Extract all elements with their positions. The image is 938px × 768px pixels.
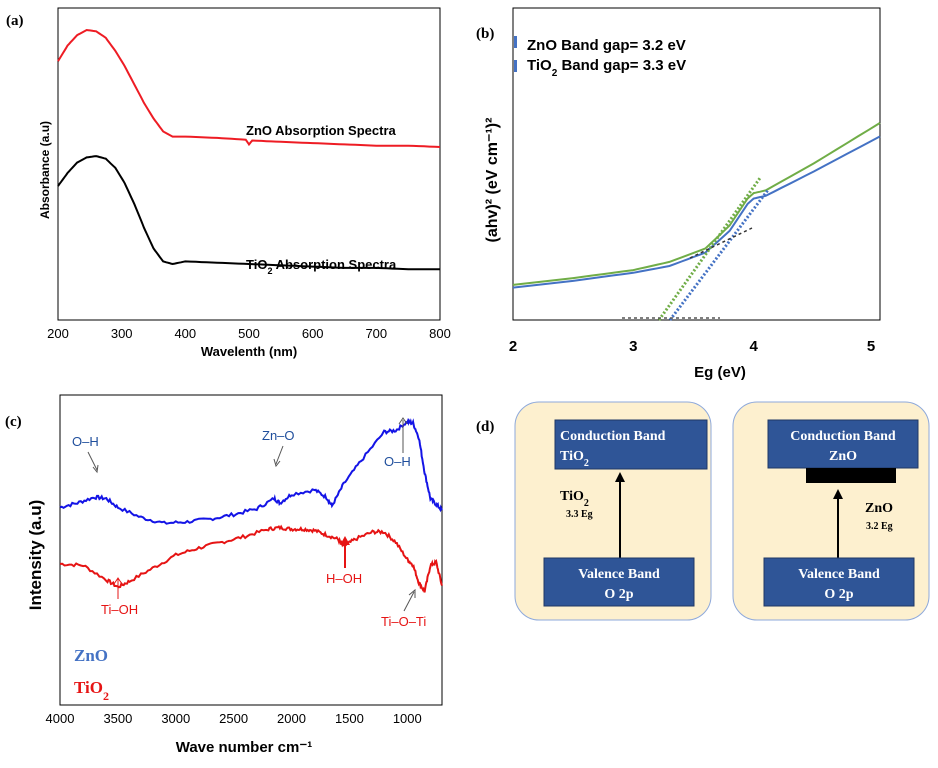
panel-a-frame: [57, 7, 441, 321]
zno-excitation-arrowhead: [833, 489, 843, 499]
panel-c-annotation-hoh: H–OH: [326, 571, 362, 586]
panel-b: (b) 2 3 4 5 Eg (eV) (ahv)² (eV cm⁻¹)² Zn…: [476, 7, 881, 381]
panel-b-zno-tangent: [668, 189, 770, 321]
panel-c-tick-label: 2000: [277, 711, 306, 726]
panel-d-label: (d): [476, 419, 494, 435]
zno-valence-band-box: [763, 557, 915, 607]
tio2-excitation-arrowhead: [615, 472, 625, 482]
panel-c-zno-line: [59, 418, 443, 525]
panel-b-x-axis-title: Eg (eV): [694, 364, 746, 381]
panel-a-tick-label: 800: [429, 326, 451, 341]
panel-b-tio2-tangent: [657, 177, 762, 321]
panel-a-zno-label: ZnO Absorption Spectra: [246, 123, 397, 138]
panel-a-label: (a): [6, 13, 24, 29]
panel-c-tick-label: 1500: [335, 711, 364, 726]
tio2-conduction-band-material: TiO2: [560, 449, 589, 469]
panel-a-tick-label: 500: [238, 326, 260, 341]
tio2-band-gap-value: 3.3 Eg: [566, 509, 593, 520]
tio2-valence-band-title: Valence Band: [578, 567, 660, 582]
panel-a-tick-label: 300: [111, 326, 133, 341]
zno-conduction-band-title: Conduction Band: [790, 429, 896, 444]
panel-c-annotation-oh: O–H: [72, 434, 99, 449]
panel-a-tick-label: 400: [174, 326, 196, 341]
panel-c-y-axis-title: Intensity (a.u): [26, 500, 45, 611]
panel-c-legend-tio2: TiO2: [74, 678, 109, 703]
panel-c-tick-label: 1000: [393, 711, 422, 726]
zno-band-gap-value: 3.2 Eg: [866, 521, 893, 532]
panel-b-y-axis-title: (ahv)² (eV cm⁻¹)²: [484, 118, 501, 243]
panel-c-x-ticks: 4000 3500 3000 2500 2000 1500 1000: [46, 711, 422, 726]
panel-b-tick-label: 3: [629, 338, 637, 355]
panel-a: (a) 200 300 400 500 600 700 800 Wavelent…: [6, 7, 451, 359]
panel-c-arrow-tioti: [403, 591, 415, 612]
zno-valence-band-orbital: O 2p: [824, 587, 853, 602]
panel-b-legend-zno: ZnO Band gap= 3.2 eV: [527, 37, 686, 54]
panel-c-tick-label: 3000: [161, 711, 190, 726]
panel-d: (d) Conduction Band TiO2 TiO2 3.3 Eg Val…: [476, 401, 930, 621]
panel-c-arrow-zno: [275, 445, 284, 465]
panel-c-legend-zno: ZnO: [74, 646, 108, 665]
panel-c-label: (c): [5, 414, 22, 430]
tio2-valence-band-box: [543, 557, 695, 607]
zno-material-label: ZnO: [865, 501, 893, 516]
panel-b-legend-tio2: TiO2 Band gap= 3.3 eV: [527, 57, 686, 79]
panel-c-arrowhead-zno: [273, 458, 281, 468]
panel-a-tio2-label: TiO2 Absorption Spectra: [246, 257, 397, 276]
panel-c-arrowhead-oh: [92, 464, 99, 474]
panel-c-tick-label: 4000: [46, 711, 75, 726]
zno-conduction-band-edge: [806, 468, 896, 483]
panel-a-zno-line: [57, 28, 441, 148]
panel-b-zno-line: [512, 135, 881, 289]
panel-c-arrowhead-oh-2: [398, 417, 408, 425]
panel-c-tick-label: 3500: [103, 711, 132, 726]
panel-c-frame: [59, 394, 443, 706]
tio2-conduction-band-box: [554, 419, 708, 470]
panel-b-tick-label: 2: [509, 338, 517, 355]
panel-c-arrowhead-tioti: [408, 588, 416, 598]
panel-c-annotation-tioh: Ti–OH: [101, 602, 138, 617]
panel-b-legend-zno-swatch: [514, 36, 517, 48]
panel-a-tio2-line: [57, 155, 440, 271]
panel-b-tick-label: 4: [750, 338, 759, 355]
panel-c: (c) 4000 3500 3000 2500 2000 1500 1000 W…: [5, 394, 443, 756]
zno-valence-band-title: Valence Band: [798, 567, 880, 582]
panel-c-x-axis-title: Wave number cm⁻¹: [176, 739, 313, 756]
panel-a-tick-label: 600: [302, 326, 324, 341]
tio2-valence-band-orbital: O 2p: [604, 587, 633, 602]
panel-a-tick-label: 700: [365, 326, 387, 341]
panel-a-x-ticks: 200 300 400 500 600 700 800: [47, 326, 451, 341]
panel-b-legend-tio2-swatch: [514, 60, 517, 72]
panel-c-arrowhead-hoh: [340, 536, 350, 545]
panel-c-annotation-zno: Zn–O: [262, 428, 295, 443]
panel-a-x-axis-title: Wavelenth (nm): [201, 344, 297, 359]
panel-b-label: (b): [476, 26, 494, 42]
panel-b-tio2-line: [512, 122, 881, 286]
tio2-material-label: TiO2: [560, 489, 589, 509]
panel-a-y-axis-title: Absorbance (a.u): [38, 121, 52, 219]
panel-b-x-ticks: 2 3 4 5: [509, 338, 875, 355]
panel-b-frame: [512, 7, 881, 321]
panel-c-annotation-oh-2: O–H: [384, 454, 411, 469]
panel-c-arrow-oh: [87, 451, 98, 471]
panel-b-legend: ZnO Band gap= 3.2 eV TiO2 Band gap= 3.3 …: [514, 36, 686, 79]
panel-c-annotation-tioti: Ti–O–Ti: [381, 614, 426, 629]
zno-conduction-band-material: ZnO: [829, 449, 857, 464]
panel-a-tick-label: 200: [47, 326, 69, 341]
panel-c-arrowhead-tioh: [113, 577, 123, 585]
tio2-conduction-band-title: Conduction Band: [560, 429, 666, 444]
panel-b-tick-label: 5: [867, 338, 875, 355]
panel-c-tick-label: 2500: [219, 711, 248, 726]
panel-c-tio2-line: [59, 524, 443, 593]
